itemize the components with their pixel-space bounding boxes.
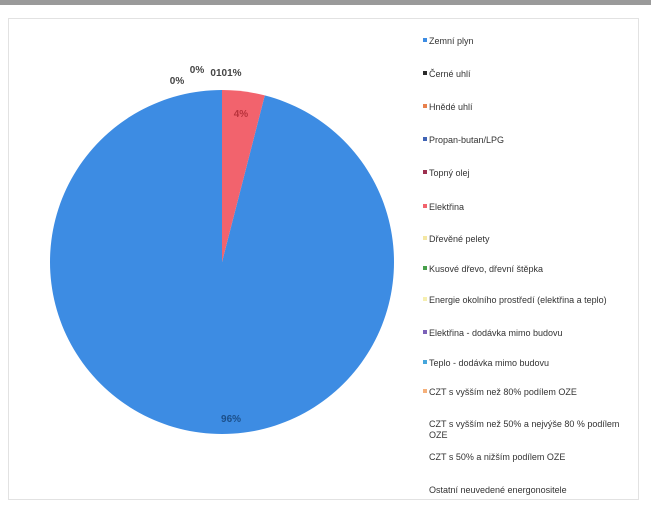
legend-label: CZT s vyšším než 80% podílem OZE xyxy=(429,387,577,397)
legend-item: Elektřina - dodávka mimo budovu xyxy=(423,328,628,339)
legend-label: Propan-butan/LPG xyxy=(429,135,505,145)
legend-swatch xyxy=(423,71,427,75)
legend-item: Propan-butan/LPG xyxy=(423,135,628,146)
legend-swatch xyxy=(423,360,427,364)
top-border xyxy=(0,0,651,5)
slice-label-electricity: 4% xyxy=(234,109,249,120)
legend-item: CZT s vyšším než 50% a nejvýše 80 % podí… xyxy=(423,419,628,441)
legend-swatch xyxy=(423,454,427,458)
legend-item: Elektřina xyxy=(423,202,628,213)
legend-swatch xyxy=(423,266,427,270)
legend-swatch xyxy=(423,204,427,208)
legend-label: CZT s vyšším než 50% a nejvýše 80 % podí… xyxy=(429,419,620,440)
legend-item: Černé uhlí xyxy=(423,69,628,80)
legend-item: Zemní plyn xyxy=(423,36,628,47)
legend-item: Topný olej xyxy=(423,168,628,179)
slice-label-small: 0% xyxy=(190,65,205,76)
pie-slice xyxy=(222,90,265,262)
legend-label: Energie okolního prostředí (elektřina a … xyxy=(429,295,607,305)
legend-label: Černé uhlí xyxy=(429,69,471,79)
legend-item: Energie okolního prostředí (elektřina a … xyxy=(423,295,628,306)
legend-swatch xyxy=(423,170,427,174)
legend-item: Hnědé uhlí xyxy=(423,102,628,113)
legend-label: Topný olej xyxy=(429,168,470,178)
pie-slice xyxy=(50,90,395,435)
legend-label: Ostatní neuvedené energonositele xyxy=(429,485,567,495)
legend-swatch xyxy=(423,487,427,491)
slice-label-small: 0101% xyxy=(210,68,241,79)
legend-item: CZT s 50% a nižším podílem OZE xyxy=(423,452,628,463)
legend-label: Zemní plyn xyxy=(429,36,474,46)
legend-swatch xyxy=(423,236,427,240)
legend-label: Elektřina - dodávka mimo budovu xyxy=(429,328,563,338)
legend-item: CZT s vyšším než 80% podílem OZE xyxy=(423,387,628,398)
legend-swatch xyxy=(423,421,427,425)
legend-item: Teplo - dodávka mimo budovu xyxy=(423,358,628,369)
legend-item: Ostatní neuvedené energonositele xyxy=(423,485,628,496)
slice-label-small: 0% xyxy=(170,76,185,87)
legend-swatch xyxy=(423,104,427,108)
slice-label-large: 96% xyxy=(221,414,241,425)
legend-swatch xyxy=(423,389,427,393)
legend-label: Elektřina xyxy=(429,202,465,212)
legend-label: Kusové dřevo, dřevní štěpka xyxy=(429,264,544,274)
legend-swatch xyxy=(423,330,427,334)
legend-swatch xyxy=(423,137,427,141)
legend-swatch xyxy=(423,38,427,42)
legend-label: Teplo - dodávka mimo budovu xyxy=(429,358,550,368)
legend-swatch xyxy=(423,297,427,301)
legend-item: Kusové dřevo, dřevní štěpka xyxy=(423,264,628,275)
legend-item: Dřevěné pelety xyxy=(423,234,628,245)
legend-label: Hnědé uhlí xyxy=(429,102,473,112)
legend-label: CZT s 50% a nižším podílem OZE xyxy=(429,452,566,462)
legend-label: Dřevěné pelety xyxy=(429,234,490,244)
